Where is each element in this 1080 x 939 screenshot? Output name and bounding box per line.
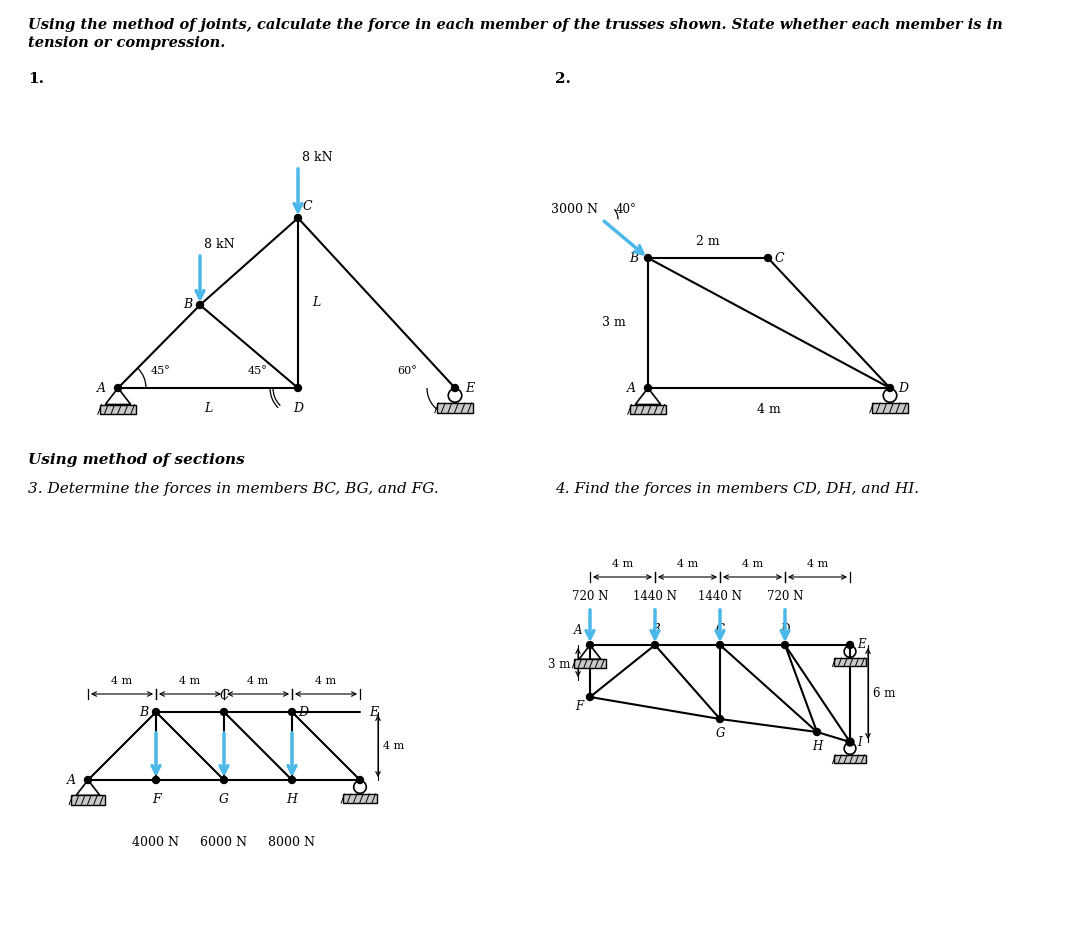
Text: 45°: 45° (151, 366, 171, 376)
Circle shape (847, 641, 853, 649)
Circle shape (651, 641, 659, 649)
Text: B: B (183, 299, 192, 312)
Circle shape (114, 384, 121, 392)
Circle shape (782, 641, 788, 649)
Bar (872, 403, 908, 413)
Bar (630, 405, 666, 414)
Text: B: B (139, 705, 148, 718)
Text: D: D (897, 381, 908, 394)
Circle shape (84, 777, 92, 783)
Text: 720 N: 720 N (571, 590, 608, 603)
Text: F: F (575, 700, 583, 713)
Text: 4 m: 4 m (383, 741, 404, 751)
Circle shape (356, 777, 364, 783)
Text: 4 m: 4 m (742, 559, 764, 569)
Circle shape (813, 729, 821, 735)
Circle shape (220, 709, 228, 716)
Circle shape (288, 709, 296, 716)
Text: F: F (151, 793, 160, 806)
Text: 2.: 2. (555, 72, 571, 86)
Text: C: C (303, 200, 312, 213)
Text: 4 m: 4 m (247, 676, 269, 686)
Circle shape (887, 384, 893, 392)
Text: 4 m: 4 m (179, 676, 201, 686)
Circle shape (846, 738, 854, 746)
Text: 4 m: 4 m (612, 559, 633, 569)
Text: A: A (573, 624, 582, 637)
Text: 4 m: 4 m (677, 559, 698, 569)
Text: E: E (858, 639, 866, 652)
Circle shape (220, 777, 228, 783)
Text: 3. Determine the forces in members BC, BG, and FG.: 3. Determine the forces in members BC, B… (28, 482, 438, 496)
Text: I: I (858, 735, 862, 748)
Text: 4. Find the forces in members CD, DH, and HI.: 4. Find the forces in members CD, DH, an… (555, 482, 919, 496)
Text: B: B (650, 623, 659, 636)
Circle shape (645, 254, 651, 261)
Circle shape (295, 384, 301, 392)
Text: 4 m: 4 m (757, 403, 781, 416)
Text: G: G (715, 727, 725, 740)
Text: E: E (369, 705, 378, 718)
Text: Using the method of joints, calculate the force in each member of the trusses sh: Using the method of joints, calculate th… (28, 18, 1002, 32)
Text: L: L (204, 402, 212, 415)
Text: 6 m: 6 m (873, 687, 895, 700)
Text: 4 m: 4 m (315, 676, 337, 686)
Text: B: B (629, 252, 638, 265)
Circle shape (197, 301, 203, 309)
Text: C: C (715, 623, 725, 636)
Circle shape (288, 777, 296, 783)
Text: L: L (312, 297, 321, 310)
Text: 720 N: 720 N (767, 590, 804, 603)
Text: 8 kN: 8 kN (302, 151, 333, 164)
Text: 40°: 40° (616, 204, 637, 216)
Bar (575, 659, 606, 668)
Text: 3000 N: 3000 N (551, 204, 598, 216)
Text: D: D (781, 623, 789, 636)
Text: A: A (627, 381, 636, 394)
Circle shape (586, 641, 594, 649)
Text: 3 m: 3 m (548, 658, 570, 671)
Text: 6000 N: 6000 N (201, 836, 247, 849)
Text: 2 m: 2 m (697, 235, 719, 248)
Text: H: H (812, 740, 822, 753)
Text: 45°: 45° (248, 366, 268, 376)
Bar (71, 795, 105, 805)
Text: 1440 N: 1440 N (633, 590, 677, 603)
Text: A: A (67, 774, 76, 787)
Circle shape (295, 214, 301, 222)
Text: C: C (775, 252, 785, 265)
Text: C: C (219, 689, 229, 702)
Text: 60°: 60° (397, 366, 417, 376)
Text: tension or compression.: tension or compression. (28, 36, 226, 50)
Text: H: H (286, 793, 297, 806)
Circle shape (152, 777, 160, 783)
Text: 3 m: 3 m (603, 316, 626, 330)
Bar (100, 405, 136, 414)
Bar (835, 658, 865, 667)
Text: D: D (298, 705, 308, 718)
Bar (835, 755, 865, 763)
Text: E: E (465, 381, 474, 394)
Text: 8000 N: 8000 N (269, 836, 315, 849)
Text: D: D (293, 402, 303, 415)
Text: 8 kN: 8 kN (204, 238, 234, 251)
Text: A: A (97, 381, 106, 394)
Text: G: G (219, 793, 229, 806)
Circle shape (716, 641, 724, 649)
Text: 4000 N: 4000 N (133, 836, 179, 849)
Circle shape (716, 716, 724, 722)
Circle shape (451, 384, 459, 392)
Circle shape (645, 384, 651, 392)
Circle shape (586, 694, 594, 700)
Bar (437, 403, 473, 413)
Text: Using method of sections: Using method of sections (28, 453, 245, 467)
Text: 4 m: 4 m (807, 559, 828, 569)
Text: 1.: 1. (28, 72, 44, 86)
Text: 4 m: 4 m (111, 676, 133, 686)
Text: 1440 N: 1440 N (698, 590, 742, 603)
Bar (343, 794, 377, 803)
Circle shape (152, 709, 160, 716)
Circle shape (765, 254, 771, 261)
